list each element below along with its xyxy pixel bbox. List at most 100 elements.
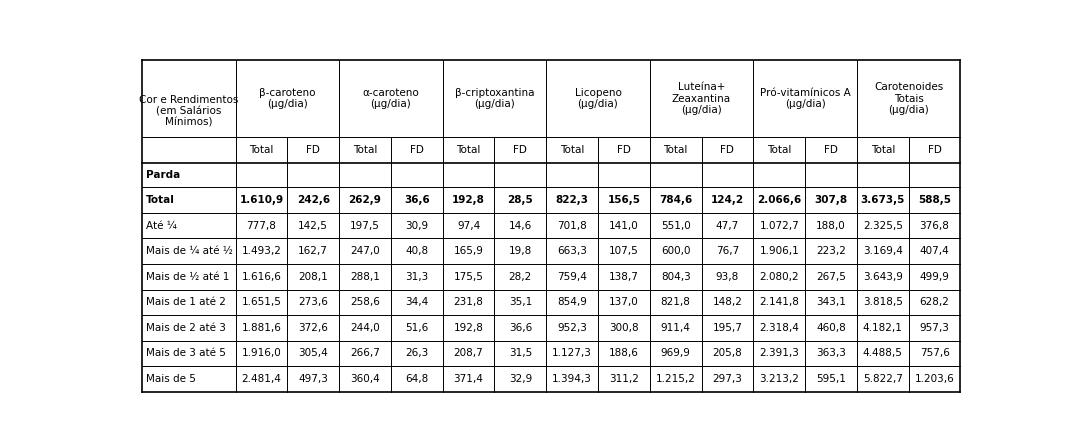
Text: 371,4: 371,4 [453, 374, 483, 384]
Text: 3.169,4: 3.169,4 [863, 246, 902, 256]
Text: 19,8: 19,8 [509, 246, 532, 256]
Text: 288,1: 288,1 [350, 272, 379, 282]
Text: 1.394,3: 1.394,3 [553, 374, 592, 384]
Text: 36,6: 36,6 [404, 195, 430, 205]
Text: 35,1: 35,1 [509, 297, 532, 307]
Text: 51,6: 51,6 [405, 323, 429, 333]
Text: 244,0: 244,0 [351, 323, 379, 333]
Text: 142,5: 142,5 [298, 221, 328, 230]
Text: 804,3: 804,3 [661, 272, 691, 282]
Text: 138,7: 138,7 [609, 272, 639, 282]
Text: 372,6: 372,6 [298, 323, 328, 333]
Text: 28,2: 28,2 [509, 272, 532, 282]
Text: 1.493,2: 1.493,2 [242, 246, 281, 256]
Text: 247,0: 247,0 [351, 246, 379, 256]
Text: 14,6: 14,6 [509, 221, 532, 230]
Text: 952,3: 952,3 [557, 323, 587, 333]
Text: 231,8: 231,8 [453, 297, 483, 307]
Text: β-criptoxantina
(μg/dia): β-criptoxantina (μg/dia) [454, 88, 534, 109]
Text: 192,8: 192,8 [452, 195, 485, 205]
Text: 969,9: 969,9 [661, 349, 691, 358]
Text: Mais de 1 até 2: Mais de 1 até 2 [146, 297, 226, 307]
Text: 588,5: 588,5 [918, 195, 951, 205]
Text: 307,8: 307,8 [815, 195, 848, 205]
Text: 600,0: 600,0 [661, 246, 691, 256]
Text: 595,1: 595,1 [816, 374, 846, 384]
Text: 460,8: 460,8 [816, 323, 846, 333]
Text: 759,4: 759,4 [557, 272, 587, 282]
Text: 360,4: 360,4 [351, 374, 379, 384]
Text: Carotenoides
Totais
(μg/dia): Carotenoides Totais (μg/dia) [874, 82, 943, 115]
Text: 223,2: 223,2 [816, 246, 846, 256]
Text: 1.215,2: 1.215,2 [655, 374, 696, 384]
Text: 93,8: 93,8 [716, 272, 739, 282]
Text: 262,9: 262,9 [348, 195, 382, 205]
Text: 197,5: 197,5 [350, 221, 379, 230]
Text: Mais de 2 até 3: Mais de 2 até 3 [146, 323, 226, 333]
Text: 208,1: 208,1 [298, 272, 328, 282]
Text: 107,5: 107,5 [609, 246, 639, 256]
Text: Total: Total [146, 195, 175, 205]
Text: 1.906,1: 1.906,1 [759, 246, 800, 256]
Text: 1.127,3: 1.127,3 [553, 349, 592, 358]
Text: 1.616,6: 1.616,6 [242, 272, 281, 282]
Text: 376,8: 376,8 [919, 221, 949, 230]
Text: 5.822,7: 5.822,7 [863, 374, 902, 384]
Text: 663,3: 663,3 [557, 246, 587, 256]
Text: 1.651,5: 1.651,5 [242, 297, 281, 307]
Text: 1.881,6: 1.881,6 [242, 323, 281, 333]
Text: Total: Total [768, 145, 791, 155]
Text: 188,0: 188,0 [816, 221, 846, 230]
Text: 2.391,3: 2.391,3 [759, 349, 800, 358]
Text: Até ¼: Até ¼ [146, 221, 177, 230]
Text: 97,4: 97,4 [456, 221, 480, 230]
Text: 1.072,7: 1.072,7 [759, 221, 800, 230]
Text: 4.488,5: 4.488,5 [863, 349, 902, 358]
Text: 242,6: 242,6 [296, 195, 329, 205]
Text: 297,3: 297,3 [713, 374, 742, 384]
Text: 4.182,1: 4.182,1 [863, 323, 902, 333]
Text: 165,9: 165,9 [453, 246, 483, 256]
Text: 854,9: 854,9 [557, 297, 587, 307]
Text: 300,8: 300,8 [609, 323, 638, 333]
Text: 162,7: 162,7 [298, 246, 328, 256]
Text: Mais de 3 até 5: Mais de 3 até 5 [146, 349, 226, 358]
Text: 551,0: 551,0 [661, 221, 691, 230]
Text: 784,6: 784,6 [659, 195, 693, 205]
Text: Parda: Parda [146, 170, 181, 180]
Text: 32,9: 32,9 [509, 374, 532, 384]
Text: 36,6: 36,6 [509, 323, 532, 333]
Text: 2.141,8: 2.141,8 [759, 297, 800, 307]
Text: Total: Total [560, 145, 585, 155]
Text: Total: Total [664, 145, 687, 155]
Text: Pró-vitamínicos A
(μg/dia): Pró-vitamínicos A (μg/dia) [760, 88, 851, 109]
Text: 3.213,2: 3.213,2 [759, 374, 800, 384]
Text: 628,2: 628,2 [919, 297, 949, 307]
Text: 124,2: 124,2 [711, 195, 744, 205]
Text: FD: FD [928, 145, 942, 155]
Text: 31,5: 31,5 [509, 349, 532, 358]
Text: 31,3: 31,3 [405, 272, 429, 282]
Text: Licopeno
(μg/dia): Licopeno (μg/dia) [574, 88, 621, 109]
Text: 3.818,5: 3.818,5 [863, 297, 902, 307]
Text: 273,6: 273,6 [298, 297, 328, 307]
Text: 3.673,5: 3.673,5 [861, 195, 905, 205]
Text: FD: FD [721, 145, 734, 155]
Text: 208,7: 208,7 [453, 349, 483, 358]
Text: 343,1: 343,1 [816, 297, 846, 307]
Text: 34,4: 34,4 [405, 297, 429, 307]
Text: 267,5: 267,5 [816, 272, 846, 282]
Text: 266,7: 266,7 [350, 349, 379, 358]
Text: 311,2: 311,2 [609, 374, 639, 384]
Text: 47,7: 47,7 [716, 221, 739, 230]
Text: Total: Total [870, 145, 895, 155]
Text: 821,8: 821,8 [661, 297, 691, 307]
Text: Total: Total [249, 145, 274, 155]
Text: 2.481,4: 2.481,4 [242, 374, 281, 384]
Text: 777,8: 777,8 [247, 221, 277, 230]
Text: 2.325,5: 2.325,5 [863, 221, 902, 230]
Text: 40,8: 40,8 [405, 246, 429, 256]
Text: 156,5: 156,5 [607, 195, 640, 205]
Text: FD: FD [306, 145, 320, 155]
Text: FD: FD [824, 145, 838, 155]
